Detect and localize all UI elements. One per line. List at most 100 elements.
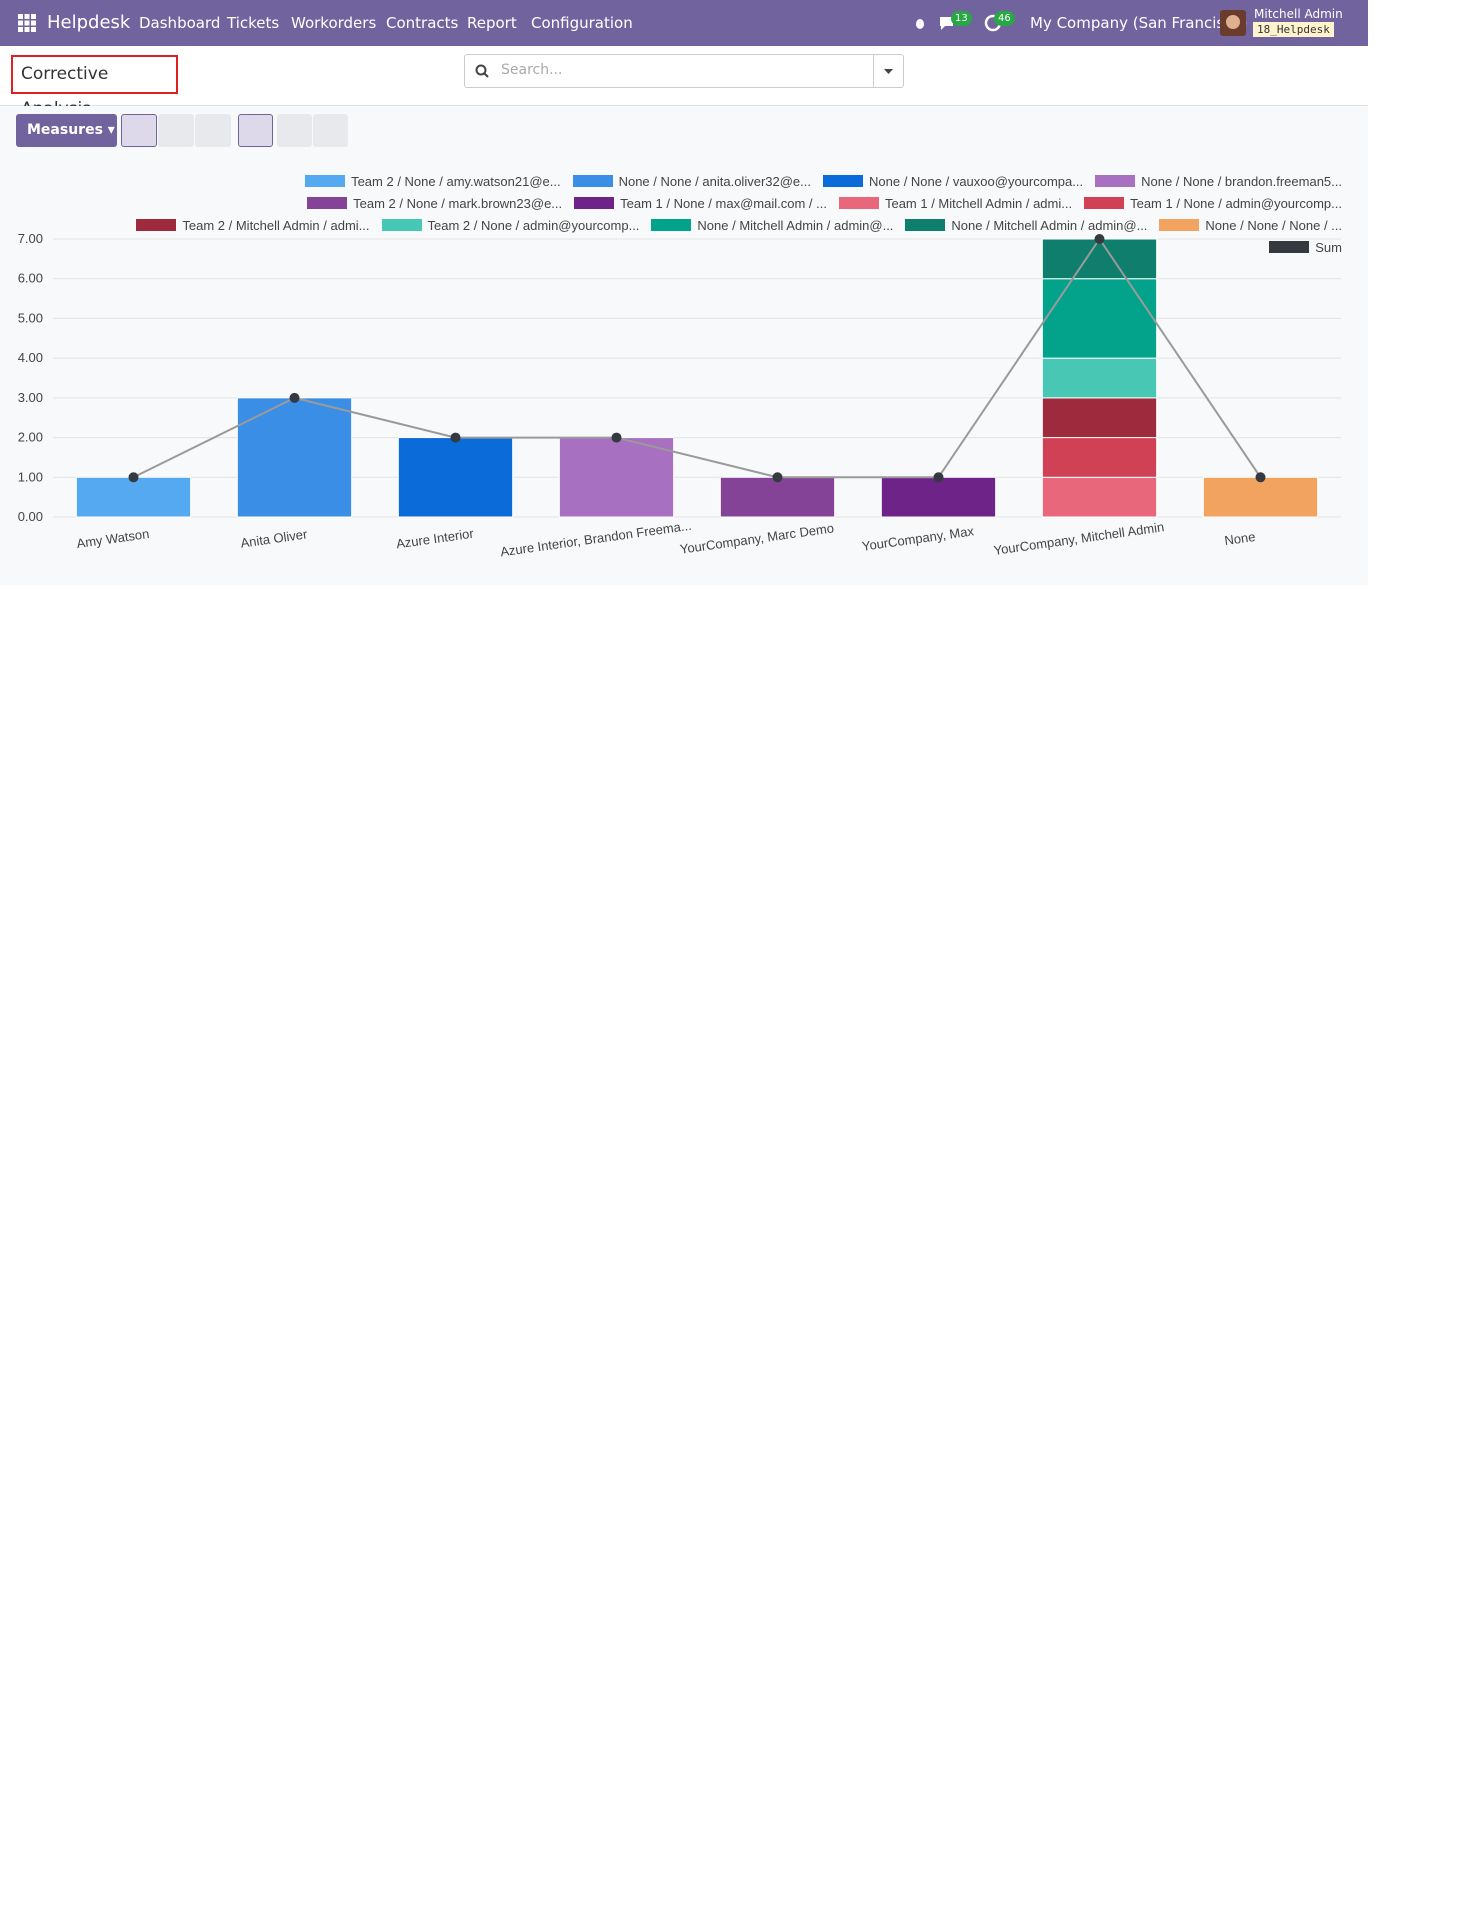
legend-label: None / None / vauxoo@yourcompa...: [869, 173, 1084, 189]
sum-point: [450, 432, 461, 443]
x-tick-label: YourCompany, Mitchell Admin: [993, 519, 1165, 558]
legend-swatch: [574, 197, 615, 209]
y-tick-label: 1.00: [18, 469, 43, 484]
search-toggle[interactable]: [873, 55, 903, 87]
activities-badge: 46: [994, 11, 1015, 26]
stacked-button[interactable]: [238, 114, 273, 147]
app-name[interactable]: Helpdesk: [47, 12, 131, 33]
legend-item[interactable]: Team 1 / None / admin@yourcomp...: [1084, 192, 1342, 214]
sum-point: [933, 472, 944, 483]
sum-point: [1094, 234, 1105, 244]
bar: [719, 476, 836, 518]
apps-icon[interactable]: [18, 14, 36, 32]
sum-point: [128, 472, 139, 483]
legend-label: Team 1 / None / admin@yourcomp...: [1130, 195, 1342, 211]
y-tick-label: 6.00: [18, 271, 43, 286]
messages-badge: 13: [951, 11, 972, 26]
legend-swatch: [651, 219, 692, 231]
avatar[interactable]: [1220, 10, 1246, 36]
legend-item[interactable]: Team 2 / None / amy.watson21@e...: [305, 170, 561, 192]
navbar: Helpdesk Dashboard Tickets Workorders Co…: [0, 0, 1368, 46]
bar: [75, 476, 192, 518]
sum-point: [1255, 472, 1266, 483]
legend-item[interactable]: Team 1 / Mitchell Admin / admi...: [838, 192, 1072, 214]
legend-item[interactable]: Team 2 / None / admin@yourcomp...: [381, 214, 640, 236]
legend-item[interactable]: None / Mitchell Admin / admin@...: [651, 214, 893, 236]
x-tick-label: Azure Interior, Brandon Freema...: [499, 518, 692, 560]
y-tick-label: 5.00: [18, 310, 43, 325]
x-tick-label: Azure Interior: [395, 526, 475, 552]
x-tick-label: Anita Oliver: [240, 526, 309, 550]
search-placeholder: Search...: [501, 62, 563, 78]
y-tick-label: 0.00: [18, 509, 43, 524]
bar-chart-button[interactable]: [121, 114, 157, 147]
legend-item[interactable]: Team 1 / None / max@mail.com / ...: [574, 192, 827, 214]
legend-label: None / Mitchell Admin / admin@...: [697, 217, 894, 233]
legend-item[interactable]: None / Mitchell Admin / admin@...: [905, 214, 1147, 236]
menu-item[interactable]: Workorders: [291, 14, 377, 32]
legend-swatch: [1095, 175, 1136, 187]
legend-swatch: [136, 219, 177, 231]
chart-panel: Measures ▾ Team 2 / None / amy.watson21@…: [0, 106, 1368, 585]
legend-item[interactable]: Team 2 / Mitchell Admin / admi...: [136, 214, 370, 236]
search-icon: [475, 64, 489, 78]
legend-label: None / Mitchell Admin / admin@...: [951, 217, 1148, 233]
legend-label: Team 2 / None / mark.brown23@e...: [353, 195, 563, 211]
line-chart-button[interactable]: [158, 114, 194, 147]
sort-asc-button[interactable]: [313, 114, 348, 147]
y-tick-label: 2.00: [18, 430, 43, 445]
legend-label: Team 2 / None / admin@yourcomp...: [427, 217, 640, 233]
menu-item[interactable]: Configuration: [531, 14, 633, 32]
legend-item[interactable]: Sum: [1269, 236, 1342, 258]
debug-icon[interactable]: [913, 16, 927, 30]
menu-item[interactable]: Tickets: [227, 14, 280, 32]
measures-button[interactable]: Measures ▾: [16, 114, 117, 147]
legend-item[interactable]: None / None / vauxoo@yourcompa...: [823, 170, 1083, 192]
page-title: Corrective Analysis: [11, 55, 178, 119]
menu-item[interactable]: Dashboard: [139, 14, 221, 32]
legend-swatch: [823, 175, 863, 187]
legend-swatch: [572, 175, 613, 187]
sum-point: [611, 432, 622, 443]
legend-item[interactable]: None / None / anita.oliver32@e...: [572, 170, 811, 192]
bar: [236, 397, 353, 518]
menu-item[interactable]: Contracts: [386, 14, 459, 32]
x-tick-label: YourCompany, Max: [861, 523, 975, 554]
search-box[interactable]: Search...: [464, 54, 904, 88]
legend-label: Sum: [1315, 239, 1342, 255]
control-panel: Corrective Analysis Search...: [0, 46, 1368, 119]
legend-swatch: [905, 219, 946, 231]
x-tick-label: Amy Watson: [76, 526, 151, 551]
menu-item[interactable]: Report: [467, 14, 517, 32]
bar: [397, 437, 514, 518]
caret: [884, 69, 893, 74]
bar: [558, 437, 675, 518]
legend: Team 2 / None / amy.watson21@e... None / …: [60, 170, 1342, 258]
legend-item[interactable]: None / None / brandon.freeman5...: [1095, 170, 1342, 192]
bar: [1041, 238, 1158, 280]
legend-swatch: [1159, 219, 1200, 231]
sort-desc-button[interactable]: [277, 114, 312, 147]
company[interactable]: My Company (San Francisco): [1030, 14, 1248, 32]
legend-swatch: [305, 175, 346, 187]
bar: [1041, 278, 1158, 359]
legend-swatch: [1084, 197, 1125, 209]
legend-label: None / None / None / ...: [1205, 217, 1342, 233]
bar: [1041, 357, 1158, 399]
x-tick-label: None: [1223, 529, 1256, 548]
user-name[interactable]: Mitchell Admin: [1254, 7, 1343, 21]
chart: 0.00 1.00 2.00 3.00 4.00 5.00 6.00 7.00 Amy Wats…: [18, 231, 1341, 560]
messages-icon[interactable]: [938, 15, 956, 31]
bar: [1202, 476, 1319, 518]
legend-item[interactable]: Team 2 / None / mark.brown23@e...: [307, 192, 562, 214]
legend-label: None / None / brandon.freeman5...: [1141, 173, 1342, 189]
legend-swatch: [381, 219, 422, 231]
legend-item[interactable]: None / None / None / ...: [1159, 214, 1342, 236]
legend-swatch: [1269, 241, 1310, 253]
database-name: 18_Helpdesk: [1253, 22, 1334, 37]
bar: [1041, 397, 1158, 439]
bar: [1041, 437, 1158, 478]
legend-label: None / None / anita.oliver32@e...: [618, 173, 811, 189]
sum-point: [289, 392, 300, 403]
pie-chart-button[interactable]: [195, 114, 231, 147]
